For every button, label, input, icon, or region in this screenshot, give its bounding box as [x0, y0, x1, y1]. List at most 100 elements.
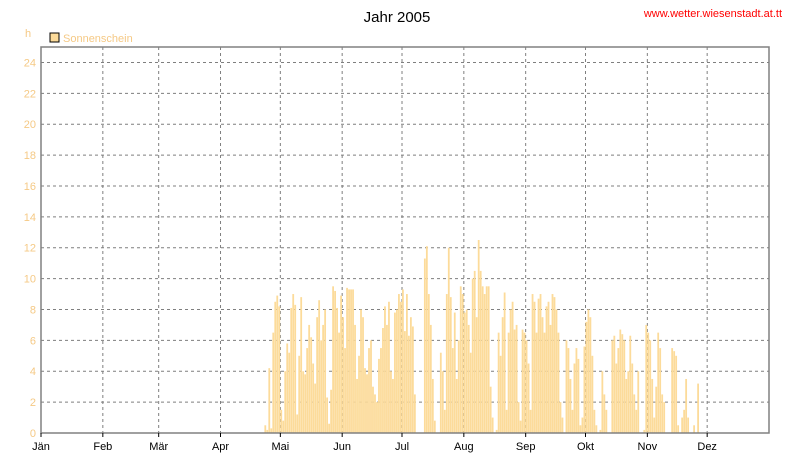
sunshine-bar — [613, 335, 616, 433]
sunshine-bar — [675, 355, 678, 433]
sunshine-bar — [411, 326, 414, 433]
sunshine-bar — [409, 317, 412, 433]
plot-frame — [40, 46, 770, 434]
sunshine-bar — [324, 309, 327, 433]
sunshine-bar — [374, 394, 376, 433]
x-tick-label: Jun — [333, 441, 351, 453]
sunshine-bar — [529, 409, 532, 433]
sunshine-bar — [364, 368, 366, 433]
sunshine-bar — [376, 402, 378, 433]
sunshine-bar — [647, 332, 650, 433]
sunshine-bar — [479, 270, 482, 433]
sunshine-bar — [645, 324, 648, 433]
sunshine-bar — [433, 420, 436, 433]
sunshine-bar — [545, 306, 548, 433]
x-tick-label: Nov — [638, 441, 658, 453]
sunshine-bar — [601, 371, 604, 433]
sunshine-bar — [693, 425, 696, 433]
sunshine-bar — [429, 324, 432, 433]
sunshine-bar — [537, 298, 540, 433]
x-axis: Jän Feb Mär Apr Mai Jun Jul Aug Sep Okt Nov Dez — [32, 433, 717, 453]
x-tick-label: Feb — [93, 441, 112, 453]
sunshine-bar — [304, 374, 307, 433]
sunshine-bar — [559, 402, 562, 433]
sunshine-bar — [350, 289, 352, 433]
sunshine-bar — [657, 332, 660, 433]
sunshine-bar — [356, 378, 358, 433]
sunshine-bar — [344, 348, 346, 433]
sunshine-bar — [334, 290, 336, 433]
sunshine-bar — [603, 394, 606, 433]
y-tick-label: 8 — [30, 304, 36, 316]
sunshine-bar — [539, 294, 542, 433]
sunshine-bar — [276, 295, 279, 433]
sunshine-bar — [457, 340, 460, 433]
bars — [264, 240, 699, 433]
sunshine-bar — [569, 378, 572, 433]
sunshine-bar — [625, 378, 628, 433]
sunshine-bar — [447, 247, 450, 433]
sunshine-bar — [673, 351, 676, 433]
y-tick-label: 16 — [24, 181, 36, 193]
sunshine-bar — [653, 417, 656, 433]
sunshine-bar — [400, 301, 402, 433]
sunshine-bar — [509, 309, 512, 433]
sunshine-bar — [296, 414, 299, 433]
sunshine-bar — [513, 329, 516, 433]
sunshine-bar — [278, 306, 281, 433]
sunshine-bar — [340, 295, 342, 433]
sunshine-bar — [394, 312, 396, 433]
sunshine-bar — [579, 425, 582, 433]
sunshine-bar — [531, 294, 534, 433]
sunshine-bar — [274, 301, 277, 433]
sunshine-bar — [681, 417, 684, 433]
sunshine-bar — [302, 371, 305, 433]
sunshine-bar — [589, 317, 592, 433]
sunshine-bar — [264, 425, 267, 433]
sunshine-bar — [663, 402, 666, 433]
sunshine-bar — [382, 328, 384, 433]
sunshine-bar — [439, 352, 442, 433]
sunshine-bar — [487, 286, 490, 433]
sunshine-bar — [390, 371, 392, 433]
y-tick-label: 2 — [30, 397, 36, 409]
sunshine-bar — [561, 417, 564, 433]
sunshine-bar — [585, 321, 588, 433]
sunshine-bar — [336, 307, 338, 433]
sunshine-bar — [298, 355, 301, 433]
sunshine-bar — [453, 312, 456, 433]
sunshine-bar — [629, 335, 632, 433]
sunshine-bar — [268, 368, 271, 433]
sunshine-bar — [431, 378, 434, 433]
sunshine-bar — [595, 425, 598, 433]
sunshine-bar — [511, 301, 514, 433]
sunshine-bar — [627, 371, 630, 433]
sunshine-bar — [605, 409, 608, 433]
sunshine-bar — [310, 337, 313, 433]
site-link[interactable]: www.wetter.wiesenstadt.at.tt — [643, 8, 782, 20]
sunshine-bar — [661, 394, 664, 433]
sunshine-bar — [459, 286, 462, 433]
sunshine-bar — [425, 246, 428, 433]
sunshine-bar — [380, 348, 382, 433]
sunshine-bar — [366, 374, 368, 433]
sunshine-bar — [384, 306, 386, 433]
y-axis-unit: h — [25, 28, 31, 40]
sunshine-bar — [567, 348, 570, 433]
sunshine-bar — [362, 317, 364, 433]
sunshine-bar — [292, 294, 295, 433]
sunshine-bar — [294, 304, 297, 433]
sunshine-bar — [497, 332, 500, 433]
x-tick-label: Aug — [454, 441, 474, 453]
y-tick-label: 20 — [24, 119, 36, 131]
sunshine-bar — [587, 309, 590, 433]
sunshine-bar — [499, 355, 502, 433]
sunshine-bar — [308, 324, 311, 433]
sunshine-bar — [346, 287, 348, 433]
sunshine-bar — [338, 332, 340, 433]
sunshine-bar — [288, 352, 291, 433]
sunshine-bar — [443, 409, 446, 433]
sunshine-bar — [473, 270, 476, 433]
y-tick-label: 6 — [30, 335, 36, 347]
sunshine-bar — [342, 317, 344, 433]
